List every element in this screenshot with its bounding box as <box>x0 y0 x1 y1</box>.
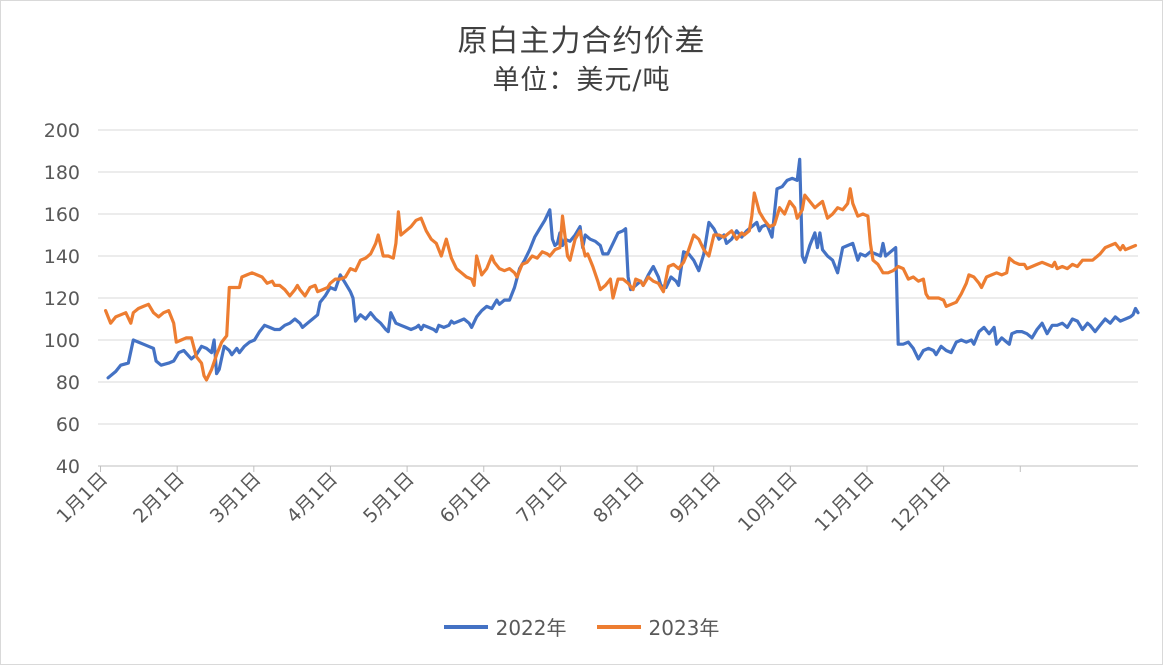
legend-swatch-2022 <box>443 624 488 629</box>
x-tick-label-8: 8月1日 <box>589 468 649 528</box>
x-tick-label-7: 7月1日 <box>512 468 572 528</box>
x-tick-label-5: 5月1日 <box>359 468 419 528</box>
legend-label-2022: 2022年 <box>495 616 567 640</box>
series-line-2023 <box>103 187 1138 382</box>
legend-swatch-2023 <box>596 624 641 629</box>
x-tick-label-11: 11月1日 <box>810 468 878 536</box>
y-tick-label-80: 80 <box>56 372 80 394</box>
x-tick-label-3: 3月1日 <box>206 468 266 528</box>
y-tick-label-180: 180 <box>44 162 80 184</box>
x-tick-label-4: 4月1日 <box>282 468 342 528</box>
y-tick-label-120: 120 <box>44 288 80 310</box>
y-tick-label-100: 100 <box>44 330 80 352</box>
y-tick-label-60: 60 <box>56 414 80 436</box>
y-tick-label-140: 140 <box>44 246 80 268</box>
y-tick-label-40: 40 <box>56 456 80 478</box>
x-tick-label-6: 6月1日 <box>436 468 496 528</box>
series-line-2022 <box>106 157 1140 380</box>
x-tick-label-10: 10月1日 <box>734 468 802 536</box>
x-tick-label-2: 2月1日 <box>129 468 189 528</box>
legend-label-2023: 2023年 <box>648 616 720 640</box>
chart-legend: 2022年 2023年 <box>0 612 1163 641</box>
y-tick-label-200: 200 <box>44 120 80 142</box>
legend-item-2022: 2022年 <box>443 612 567 641</box>
chart-title: 原白主力合约价差 <box>457 24 706 59</box>
x-tick-label-12: 12月1日 <box>887 468 955 536</box>
y-tick-label-160: 160 <box>44 204 80 226</box>
x-tick-label-9: 9月1日 <box>666 468 726 528</box>
chart-subtitle: 单位：美元/吨 <box>492 65 671 96</box>
legend-item-2023: 2023年 <box>596 612 720 641</box>
